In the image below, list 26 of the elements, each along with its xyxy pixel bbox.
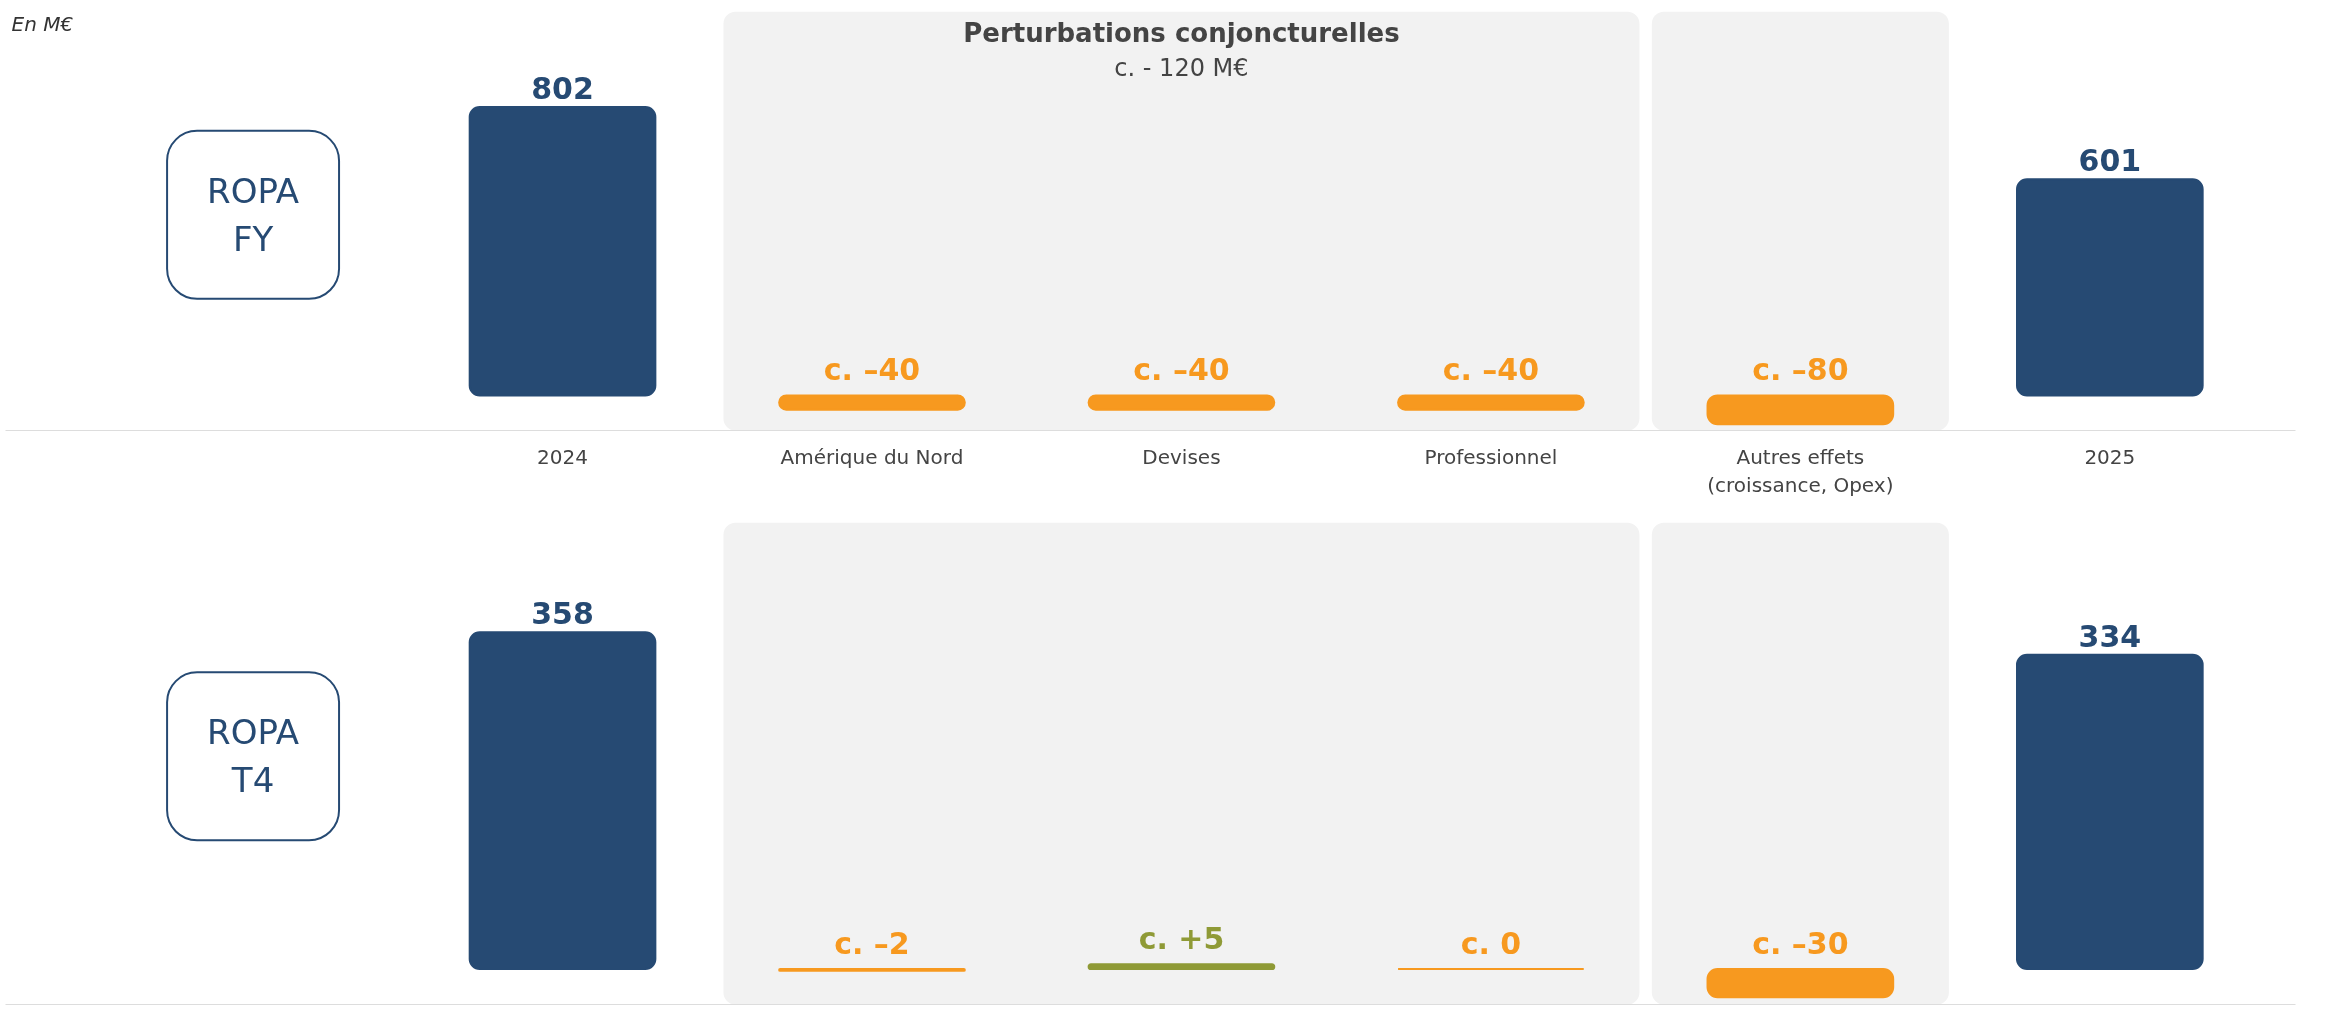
data-label: c. –2	[834, 925, 910, 961]
x-tick-label: 2024	[537, 444, 588, 469]
y-axis-title: ROPA FY	[207, 170, 300, 259]
bar	[1087, 963, 1276, 970]
bar	[468, 631, 657, 970]
data-label: 334	[2078, 618, 2142, 654]
bar	[1706, 967, 1895, 999]
data-label: 601	[2078, 143, 2142, 179]
data-label: c. –40	[1133, 352, 1230, 388]
data-label: 358	[531, 596, 594, 632]
data-label: c. 0	[1460, 925, 1522, 961]
bar	[2015, 653, 2204, 970]
y-axis-title: ROPA T4	[207, 712, 300, 801]
x-tick-label: Professionnel	[1424, 444, 1558, 469]
band-label: Perturbations conjoncturelles c. - 120 M€	[963, 18, 1400, 83]
data-label: c. +5	[1138, 921, 1225, 957]
x-tick-label: 2025	[2084, 444, 2136, 469]
x-tick-label: Amérique du Nord	[780, 444, 964, 469]
x-tick-label: Autres effets (croissance, Opex)	[1707, 444, 1894, 498]
data-label: 802	[531, 70, 594, 106]
x-tick-label: Devises	[1142, 444, 1221, 469]
data-label: c. –30	[1752, 925, 1849, 961]
text: En M€	[11, 11, 74, 36]
data-label: c. –40	[1442, 352, 1540, 388]
data-label: c. –80	[1752, 352, 1849, 388]
data-label: c. –40	[823, 352, 921, 388]
